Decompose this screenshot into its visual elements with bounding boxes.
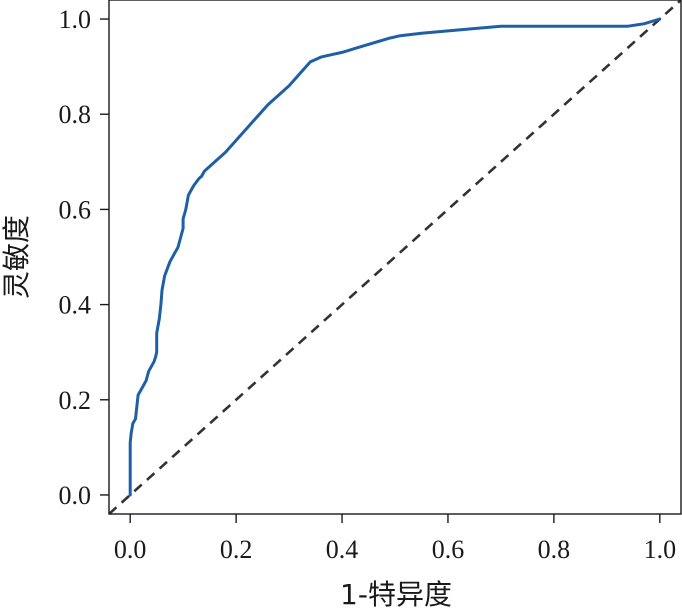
x-tick-label: 0.6: [432, 535, 465, 564]
roc-curve-line: [128, 17, 662, 497]
y-tick-label: 0.8: [59, 100, 92, 129]
reference-diagonal-line: [109, 0, 681, 514]
y-tick-label: 0.6: [59, 195, 92, 224]
plot-frame: [108, 0, 682, 515]
x-axis: 0.0 0.2 0.4 0.6 0.8 1.0: [114, 514, 676, 564]
x-axis-title: 1-特异度: [340, 578, 452, 611]
x-tick-label: 1.0: [644, 535, 677, 564]
plot-area: [109, 0, 681, 514]
x-tick-label: 0.4: [326, 535, 359, 564]
x-tick-label: 0.0: [114, 535, 147, 564]
y-tick-label: 1.0: [59, 5, 92, 34]
y-axis: 0.0 0.2 0.4 0.6 0.8 1.0: [59, 5, 109, 510]
y-tick-label: 0.4: [59, 291, 92, 320]
y-tick-label: 0.2: [59, 386, 92, 415]
y-tick-label: 0.0: [59, 481, 92, 510]
x-tick-label: 0.8: [538, 535, 571, 564]
x-tick-label: 0.2: [220, 535, 253, 564]
y-axis-title: 灵敏度: [0, 215, 33, 299]
